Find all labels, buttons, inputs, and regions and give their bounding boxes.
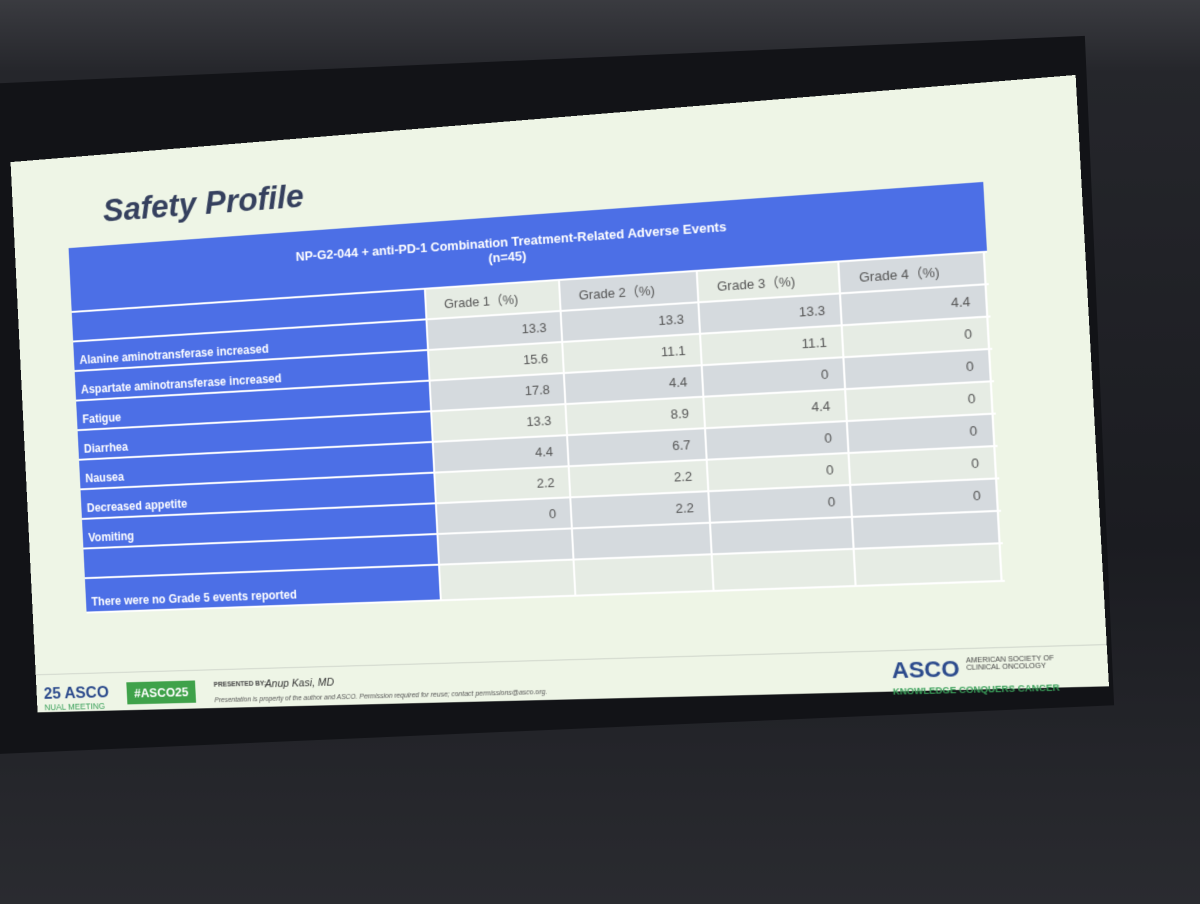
table-cell: 4.4 (433, 436, 570, 472)
table-cell: 13.3 (432, 405, 568, 441)
table-cell: 2.2 (435, 467, 572, 503)
table-cell: 0 (847, 414, 996, 452)
table-cell: 0 (849, 447, 998, 484)
table-cell-empty (711, 517, 855, 554)
table-cell: 0 (706, 422, 850, 459)
presenter: Anup Kasi, MD (264, 676, 335, 691)
table-cell: 2.2 (569, 460, 710, 497)
table-cell: 0 (846, 382, 994, 420)
presented-by: PRESENTED BY: (213, 680, 267, 689)
table-cell-empty (572, 523, 713, 559)
table-cell: 0 (851, 479, 999, 516)
slide-title: Safety Profile (102, 177, 305, 230)
table-cell: 4.4 (704, 390, 848, 428)
table-cell-empty (440, 560, 577, 600)
table-cell: 6.7 (568, 429, 708, 466)
table-cell: 0 (707, 453, 852, 491)
table-cell-empty (853, 511, 1001, 548)
slide: Safety Profile NP-G2-044 + anti-PD-1 Com… (10, 74, 1110, 714)
table-cell: 8.9 (566, 397, 706, 435)
table-cell-empty (574, 555, 715, 595)
table-cell: 17.8 (430, 373, 567, 411)
table: NP-G2-044 + anti-PD-1 Combination Treatm… (68, 181, 1005, 614)
table-cell-empty (438, 529, 575, 564)
meeting-sub: NUAL MEETING (44, 701, 106, 713)
table-cell: 0 (436, 498, 573, 533)
org-name: AMERICAN SOCIETY OF CLINICAL ONCOLOGY (965, 655, 1055, 673)
table-cell-empty (712, 549, 857, 590)
table-cell: 2.2 (571, 492, 711, 528)
table-body: Grade 1（%) Grade 2（%) Grade 3（%) Grade 4（%)… (71, 252, 1005, 614)
table-cell: 0 (709, 485, 853, 522)
table-cell-empty (854, 544, 1003, 585)
disclaimer: Presentation is property of the author a… (214, 688, 548, 705)
org-logo: ASCO (891, 655, 961, 684)
hashtag: #ASCO25 (126, 680, 197, 705)
